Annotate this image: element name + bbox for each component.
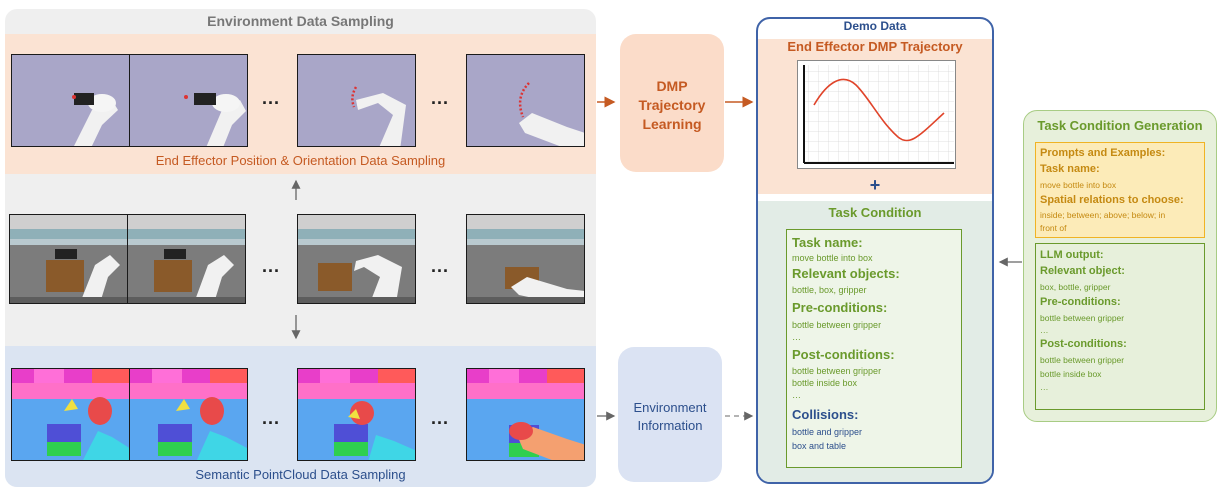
tc-post-value-2: bottle inside box <box>792 378 858 388</box>
semantic-caption: Semantic PointCloud Data Sampling <box>195 467 406 482</box>
environment-sampling-title: Environment Data Sampling <box>207 13 394 29</box>
ee-frame-1 <box>11 54 130 147</box>
ee-frame-4 <box>466 54 585 147</box>
llm-post-heading: Post-conditions: <box>1040 338 1127 350</box>
llm-post-value-3: … <box>1040 382 1049 392</box>
demo-data-title: Demo Data <box>843 19 907 33</box>
prompts-task-name-heading: Task name: <box>1040 163 1100 175</box>
prompts-task-name-value: move bottle into box <box>1040 180 1117 190</box>
ellipsis-row2-b: ... <box>431 256 450 276</box>
task-generation-title: Task Condition Generation <box>1037 118 1203 133</box>
dmp-line-1: DMP <box>656 78 688 94</box>
prompts-heading: Prompts and Examples: <box>1040 147 1166 159</box>
tc-task-name-heading: Task name: <box>792 235 863 250</box>
ee-trajectory-title: End Effector DMP Trajectory <box>787 39 963 54</box>
llm-pre-value-1: bottle between gripper <box>1040 313 1125 323</box>
ellipsis-row3-a: ... <box>262 408 281 428</box>
prompts-box <box>1035 142 1205 238</box>
semantic-frame-3 <box>297 368 416 461</box>
llm-pre-heading: Pre-conditions: <box>1040 296 1121 308</box>
llm-output-heading: LLM output: <box>1040 249 1104 261</box>
prompts-spatial-value-2: front of <box>1040 223 1067 233</box>
semantic-frame-2 <box>129 368 248 461</box>
tc-post-value-3: … <box>792 390 801 400</box>
scene-frame-3 <box>297 214 416 304</box>
llm-post-value-2: bottle inside box <box>1040 369 1102 379</box>
ee-frame-2 <box>129 54 248 147</box>
dmp-line-3: Learning <box>642 116 702 132</box>
env-info-line-1: Environment <box>633 400 707 415</box>
ellipsis-row3-b: ... <box>431 408 450 428</box>
ellipsis-row1-a: ... <box>262 88 281 108</box>
tc-collisions-heading: Collisions: <box>792 407 859 422</box>
scene-frame-4 <box>466 214 585 304</box>
tc-post-heading: Post-conditions: <box>792 347 895 362</box>
plus-sign: + <box>869 175 881 195</box>
llm-relevant-value: box, bottle, gripper <box>1040 282 1111 292</box>
tc-pre-value-2: … <box>792 332 801 342</box>
ee-frame-3 <box>297 54 416 147</box>
llm-relevant-heading: Relevant object: <box>1040 265 1125 277</box>
prompts-spatial-value-1: inside; between; above; below; in <box>1040 210 1166 220</box>
llm-output-box <box>1035 243 1205 410</box>
llm-post-value-1: bottle between gripper <box>1040 355 1125 365</box>
tc-task-name-value: move bottle into box <box>792 253 873 263</box>
tc-pre-value-1: bottle between gripper <box>792 320 882 330</box>
tc-relevant-value: bottle, box, gripper <box>792 285 867 295</box>
ellipsis-row1-b: ... <box>431 88 450 108</box>
tc-post-value-1: bottle between gripper <box>792 366 882 376</box>
scene-frame-1 <box>9 214 128 304</box>
task-condition-title: Task Condition <box>828 205 922 220</box>
env-info-line-2: Information <box>637 418 703 433</box>
llm-pre-value-2: … <box>1040 325 1049 335</box>
prompts-spatial-heading: Spatial relations to choose: <box>1040 194 1184 206</box>
trajectory-plot <box>797 60 956 169</box>
tc-collisions-value-2: box and table <box>792 441 847 451</box>
semantic-frame-1 <box>11 368 130 461</box>
task-condition-list <box>786 229 962 468</box>
dmp-trajectory-learning-box <box>620 34 724 172</box>
tc-collisions-value-1: bottle and gripper <box>792 427 863 437</box>
scene-frame-2 <box>127 214 246 304</box>
ellipsis-row2-a: ... <box>262 256 281 276</box>
environment-information-box <box>618 347 722 482</box>
tc-pre-heading: Pre-conditions: <box>792 300 888 315</box>
end-effector-caption: End Effector Position & Orientation Data… <box>155 153 446 168</box>
dmp-line-2: Trajectory <box>638 97 706 113</box>
tc-relevant-heading: Relevant objects: <box>792 266 900 281</box>
semantic-frame-4 <box>466 368 585 461</box>
